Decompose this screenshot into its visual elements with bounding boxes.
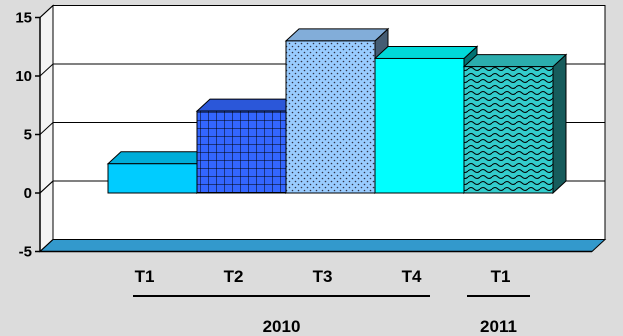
bar-top — [284, 28, 390, 42]
y-tick-label: 0 — [24, 185, 32, 202]
bar — [284, 27, 390, 195]
bar-front — [463, 66, 554, 194]
y-tick-label: -5 — [19, 244, 32, 261]
bar-front — [107, 163, 198, 194]
axes — [35, 16, 592, 253]
category-label: T2 — [224, 267, 244, 286]
bar — [373, 45, 479, 195]
axis-labels: -5 0 5 10 15 T1 T2 T3 T4 T1 2010 2011 — [15, 10, 530, 336]
gridline — [39, 5, 605, 18]
bar-top — [373, 45, 479, 59]
bar — [462, 53, 568, 195]
category-label: T3 — [313, 267, 333, 286]
chart-floor — [38, 239, 607, 252]
category-label: T1 — [491, 267, 511, 286]
category-label: T4 — [402, 267, 422, 286]
bar-top — [106, 151, 212, 165]
bar-side — [552, 53, 567, 195]
bar — [106, 150, 212, 195]
zero-line — [39, 180, 54, 194]
bar-front — [285, 40, 376, 194]
bar-series — [106, 27, 568, 195]
group-label: 2011 — [480, 317, 517, 336]
category-label: T1 — [135, 267, 155, 286]
bar-front — [196, 110, 287, 194]
bar — [195, 97, 301, 195]
y-tick-label: 5 — [24, 127, 32, 144]
gridline — [39, 239, 605, 252]
y-tick-label: 15 — [15, 10, 32, 27]
bar-front — [374, 57, 465, 194]
group-label: 2010 — [263, 317, 301, 336]
bar-top — [462, 54, 568, 68]
bar-top — [195, 98, 301, 112]
y-tick-label: 10 — [15, 68, 32, 85]
